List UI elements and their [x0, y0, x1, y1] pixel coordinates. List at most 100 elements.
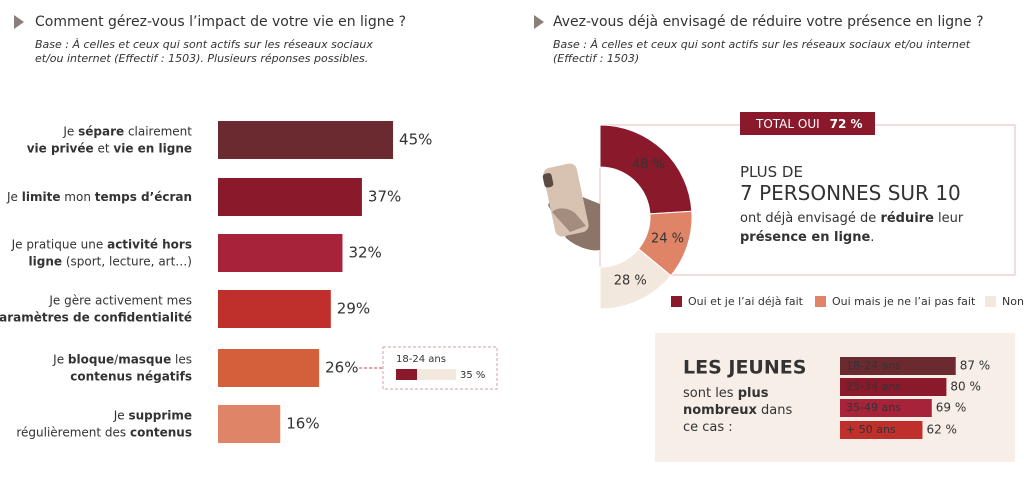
chart-subtitle: Base : À celles et ceux qui sont actifs … [35, 38, 373, 51]
bar [218, 290, 331, 328]
category-label-part: supprime [128, 408, 192, 422]
category-label-part: et [94, 141, 114, 155]
category-label: régulièrement des contenus [16, 425, 192, 439]
category-label-part: mon [60, 190, 94, 204]
inset-value: 35 % [460, 370, 485, 381]
callout-text-part: . [870, 230, 874, 245]
category-label: Je bloque/masque les [52, 352, 192, 366]
category-label-part: bloque [68, 352, 114, 366]
bar [840, 421, 923, 439]
value-label: 45% [399, 131, 432, 149]
value-label: 80 % [950, 380, 981, 394]
callout-text: présence en ligne. [740, 230, 874, 245]
value-label: 29% [337, 300, 370, 318]
category-label-part: paramètres de confidentialité [0, 310, 192, 324]
category-label-part: ligne [29, 254, 63, 268]
bar [840, 357, 956, 375]
chart-title: Comment gérez-vous l’impact de votre vie… [35, 14, 406, 30]
category-label-part: Je [52, 352, 68, 366]
inset-bar [396, 369, 417, 380]
bar [218, 349, 320, 387]
chart-subtitle: Base : À celles et ceux qui sont actifs … [553, 38, 971, 51]
bar [840, 399, 932, 417]
callout-text-part: 7 PERSONNES SUR 10 [740, 181, 961, 205]
legend-swatch [985, 296, 996, 307]
category-label-part: Je gère activement mes [48, 293, 192, 307]
category-label-part: vie en ligne [113, 141, 192, 155]
callout-text: 7 PERSONNES SUR 10 [740, 181, 961, 205]
inset-label: 18-24 ans [396, 354, 446, 365]
category-label-part: limite [22, 190, 61, 204]
value-label: 16% [286, 415, 319, 433]
youth-panel [655, 333, 1015, 462]
inset-track [396, 369, 456, 380]
category-label-part: contenus [130, 425, 192, 439]
phone-illustration [542, 163, 600, 251]
legend-label: Non [1002, 295, 1024, 308]
value-label: 87 % [960, 359, 991, 373]
category-label: contenus négatifs [70, 369, 192, 383]
value-label: 26% [325, 359, 358, 377]
category-label: 25-34 ans [846, 380, 901, 393]
callout-text: PLUS DE [740, 163, 803, 181]
bar [840, 378, 947, 396]
category-label: Je supprime [113, 408, 192, 422]
total-text: TOTAL OUI [755, 117, 820, 131]
category-label-part: activité hors [107, 237, 192, 251]
category-label-part: contenus négatifs [70, 369, 192, 383]
value-label: 32% [348, 244, 381, 262]
slice-label: 28 % [614, 274, 647, 289]
value-label: 37% [368, 188, 401, 206]
inset-box [382, 346, 498, 390]
panel-subtitle-part: nombreux [683, 403, 758, 418]
chart-title: Avez-vous déjà envisagé de réduire votre… [553, 14, 984, 30]
panel-subtitle: ce cas : [683, 420, 733, 435]
category-label-part: vie privée [27, 141, 94, 155]
category-label-part: régulièrement des [16, 425, 130, 439]
panel-subtitle-part: ce cas : [683, 420, 733, 435]
category-label-part: Je [113, 408, 129, 422]
category-label: paramètres de confidentialité [0, 310, 192, 324]
category-label: Je pratique une activité hors [11, 237, 192, 251]
category-label-part: masque [118, 352, 171, 366]
chart-subtitle: et/ou internet (Effectif : 1503). Plusie… [35, 52, 368, 65]
callout-text: ont déjà envisagé de réduire leur [740, 211, 964, 226]
category-label: Je gère activement mes [48, 293, 192, 307]
callout-text-part: réduire [880, 211, 934, 226]
donut-slice [599, 248, 672, 310]
category-label: + 50 ans [846, 423, 896, 436]
value-label: 69 % [936, 401, 967, 415]
bar [218, 405, 281, 443]
bar [218, 234, 343, 272]
panel-subtitle-part: dans [757, 403, 793, 418]
legend-label: Oui et je l’ai déjà fait [688, 295, 804, 308]
slice-label: 48 % [632, 158, 665, 173]
donut-slice [599, 124, 693, 215]
category-label-part: / [114, 352, 119, 366]
title-marker [14, 15, 24, 29]
total-badge [740, 112, 875, 135]
value-label: 62 % [926, 423, 957, 437]
category-label-part: temps d’écran [95, 190, 192, 204]
panel-subtitle-part: plus [738, 386, 769, 401]
category-label-part: les [171, 352, 192, 366]
callout-text-part: PLUS DE [740, 163, 803, 181]
legend-swatch [815, 296, 826, 307]
category-label: Je limite mon temps d’écran [6, 190, 192, 204]
panel-title: LES JEUNES [683, 357, 806, 379]
chart-subtitle: (Effectif : 1503) [553, 52, 639, 65]
callout-text-part: leur [934, 211, 964, 226]
category-label: 35-49 ans [846, 401, 901, 414]
category-label-part: (sport, lecture, art…) [62, 254, 192, 268]
total-label: TOTAL OUI 72 % [755, 117, 863, 131]
category-label-part: Je pratique une [11, 237, 108, 251]
category-label-part: sépare [78, 124, 124, 138]
callout-text-part: présence en ligne [740, 230, 870, 245]
category-label: ligne (sport, lecture, art…) [29, 254, 192, 268]
category-label-part: Je [6, 190, 22, 204]
category-label: Je sépare clairement [62, 124, 192, 138]
slice-label: 24 % [651, 231, 684, 246]
bar [218, 178, 362, 216]
panel-subtitle-part: sont les [683, 386, 738, 401]
